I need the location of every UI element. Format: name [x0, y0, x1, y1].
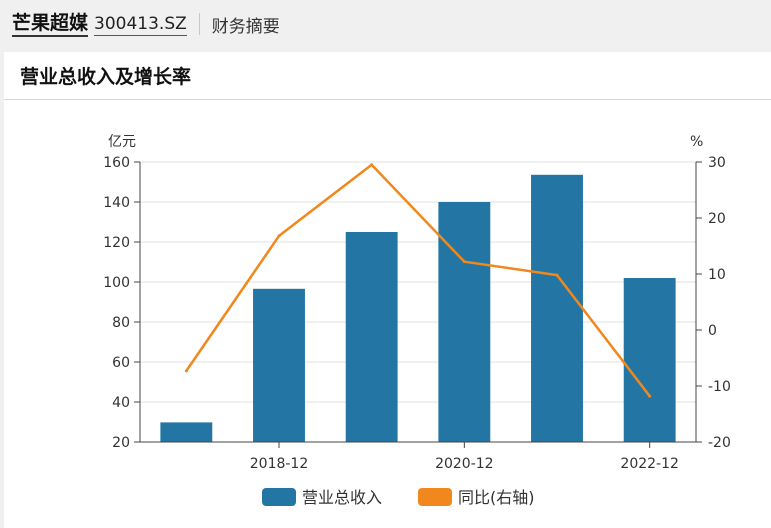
bar-0	[160, 422, 213, 442]
company-name[interactable]: 芒果超媒	[12, 12, 89, 37]
y-left-tick-label-2: 60	[112, 355, 130, 371]
yoy-point-3	[462, 260, 466, 264]
header-bar: 芒果超媒 300413.SZ 财务摘要	[0, 0, 771, 48]
header-divider	[198, 13, 200, 35]
grid-lines	[140, 161, 696, 403]
x-tick-label-3: 2020-12	[435, 456, 494, 472]
y-left-tick-label-6: 140	[103, 195, 130, 211]
card-title: 营业总收入及增长率	[4, 52, 771, 100]
yoy-point-5	[648, 394, 652, 398]
y-left-tick-label-1: 40	[112, 395, 130, 411]
bar-2	[345, 232, 398, 442]
legend-item-yoy[interactable]: 同比(右轴)	[418, 488, 535, 507]
y-right-tick-label-2: 0	[708, 323, 717, 339]
y-left-tick-label-3: 80	[112, 315, 130, 331]
x-tick-label-5: 2022-12	[620, 456, 679, 472]
yoy-point-1	[277, 234, 281, 238]
bar-3	[438, 202, 491, 442]
line-series	[184, 163, 652, 398]
bar-1	[253, 288, 305, 442]
yoy-point-4	[555, 273, 559, 277]
y-right-tick-label-0: -20	[708, 435, 731, 451]
y-right-tick-label-4: 20	[708, 211, 726, 227]
bar-5	[623, 278, 676, 442]
legend-swatch-revenue	[262, 488, 296, 506]
y-right-unit-label: %	[690, 134, 703, 150]
y-right-tick-label-5: 30	[708, 155, 726, 171]
y-right-tick-label-3: 10	[708, 267, 726, 283]
legend-item-revenue[interactable]: 营业总收入	[262, 488, 382, 507]
legend-swatch-yoy	[418, 488, 452, 506]
bar-4	[531, 174, 583, 443]
yoy-point-0	[184, 369, 188, 373]
axes: 20 40 60 80 100 120 140 160 -20 -10 0 10 20 30 2018-12…	[103, 155, 731, 472]
x-tick-label-1: 2018-12	[250, 456, 309, 472]
section-title: 财务摘要	[211, 16, 280, 37]
yoy-line	[185, 163, 651, 397]
legend-label-yoy: 同比(右轴)	[458, 488, 535, 507]
legend: 营业总收入 同比(右轴)	[262, 488, 535, 507]
legend-label-revenue: 营业总收入	[302, 488, 382, 507]
y-left-unit-label: 亿元	[108, 134, 136, 150]
y-left-tick-label-0: 20	[112, 435, 130, 451]
y-left-tick-label-4: 100	[103, 275, 130, 291]
y-right-tick-label-1: -10	[708, 379, 731, 395]
y-left-tick-label-7: 160	[103, 155, 130, 171]
yoy-point-2	[370, 163, 374, 167]
y-left-tick-label-5: 120	[103, 235, 130, 251]
stock-code[interactable]: 300413.SZ	[94, 13, 187, 36]
bar-series	[160, 174, 676, 443]
